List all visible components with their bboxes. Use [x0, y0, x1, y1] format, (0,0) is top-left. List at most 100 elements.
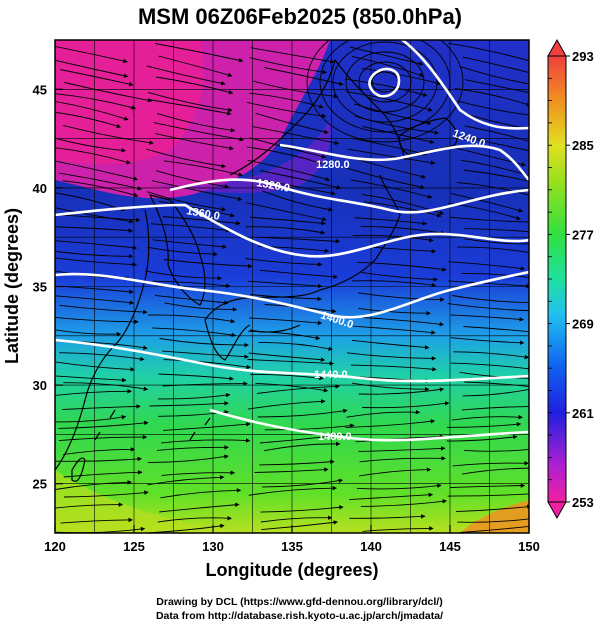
streamline — [346, 409, 421, 418]
streamline — [156, 112, 236, 133]
streamline — [55, 100, 129, 121]
streamline — [258, 341, 333, 351]
x-tick-label: 120 — [44, 539, 66, 554]
streamline — [156, 445, 229, 451]
streamline — [351, 382, 430, 392]
x-tick-label: 145 — [439, 539, 461, 554]
streamline — [163, 160, 243, 177]
colorbar: 293 285 277 269 261 253 — [547, 38, 594, 520]
streamline — [146, 148, 227, 169]
streamline — [464, 228, 529, 233]
streamline — [359, 467, 432, 477]
streamline — [449, 216, 529, 223]
streamline — [463, 169, 529, 182]
violet-transition — [150, 120, 331, 193]
streamline — [157, 515, 232, 523]
x-tick-label: 125 — [123, 539, 145, 554]
streamline — [163, 259, 253, 269]
streamline — [355, 434, 445, 443]
streamline — [362, 125, 435, 144]
streamline — [450, 337, 525, 346]
x-axis-label: Longitude (degrees) — [205, 560, 378, 580]
colorbar-bottom-arrow — [547, 501, 567, 520]
streamline — [451, 414, 523, 421]
streamline — [351, 280, 437, 288]
streamline — [461, 465, 529, 475]
streamline — [247, 399, 326, 410]
streamline — [248, 352, 326, 362]
streamline — [55, 45, 128, 64]
streamline — [460, 159, 529, 177]
streamline — [457, 100, 529, 116]
streamline — [55, 111, 122, 129]
streamline — [359, 456, 446, 463]
contour-1360 — [55, 203, 529, 258]
cyclone-streamline — [306, 40, 464, 143]
streamline — [356, 261, 447, 272]
streamline — [248, 280, 323, 289]
streamline — [154, 294, 229, 305]
streamline — [249, 216, 326, 226]
streamline — [151, 180, 243, 202]
streamline — [351, 55, 425, 77]
streamline — [162, 350, 249, 359]
streamline — [264, 423, 355, 431]
colorbar-tick-label: 277 — [572, 227, 594, 242]
streamline — [353, 325, 436, 335]
streamline — [255, 382, 329, 393]
streamline — [58, 434, 148, 442]
streamline — [55, 389, 132, 396]
streamline — [346, 352, 437, 361]
streamline — [462, 136, 529, 152]
streamline — [159, 338, 249, 348]
streamline — [255, 178, 336, 196]
streamline — [360, 225, 446, 236]
streamline — [160, 488, 242, 499]
streamline — [256, 384, 340, 394]
streamline — [448, 261, 526, 271]
x-tick-label: 140 — [360, 539, 382, 554]
streamline — [347, 148, 436, 165]
streamline — [361, 67, 442, 86]
streamline — [246, 202, 327, 222]
streamline — [358, 307, 431, 316]
streamline — [447, 493, 529, 497]
streamline — [249, 317, 323, 326]
streamline — [152, 280, 231, 288]
streamline — [55, 480, 132, 490]
streamline — [149, 401, 229, 407]
credit-line-2: Data from http://database.rish.kyoto-u.a… — [155, 610, 444, 622]
streamline — [248, 485, 338, 496]
streamline — [250, 373, 324, 381]
streamline — [360, 499, 448, 507]
streamline — [358, 387, 445, 395]
streamline — [252, 80, 339, 99]
streamline — [163, 422, 251, 431]
streamline — [464, 238, 529, 245]
streamline — [55, 160, 139, 181]
streamline — [453, 351, 529, 360]
streamline — [247, 101, 327, 119]
streamline — [447, 303, 529, 312]
streamline — [254, 467, 329, 473]
x-tick-label: 135 — [281, 539, 303, 554]
map-title: MSM 06Z06Feb2025 (850.0hPa) — [138, 4, 462, 29]
contour-1320 — [169, 178, 529, 214]
colorbar-tick-label: 285 — [572, 138, 594, 153]
colorbar-tick-label: 253 — [572, 495, 594, 510]
streamline — [349, 514, 426, 519]
cyclone-streamline — [332, 41, 438, 123]
streamline — [351, 339, 430, 350]
streamline — [55, 250, 134, 259]
streamline — [63, 490, 149, 498]
streamline — [457, 518, 529, 523]
streamline — [259, 459, 335, 466]
streamline — [349, 492, 434, 501]
colorbar-tick-label: 269 — [572, 317, 594, 332]
streamline — [455, 504, 529, 513]
streamline — [159, 502, 240, 513]
streamline — [144, 270, 223, 281]
streamline — [264, 67, 344, 86]
height-contours — [55, 40, 529, 442]
